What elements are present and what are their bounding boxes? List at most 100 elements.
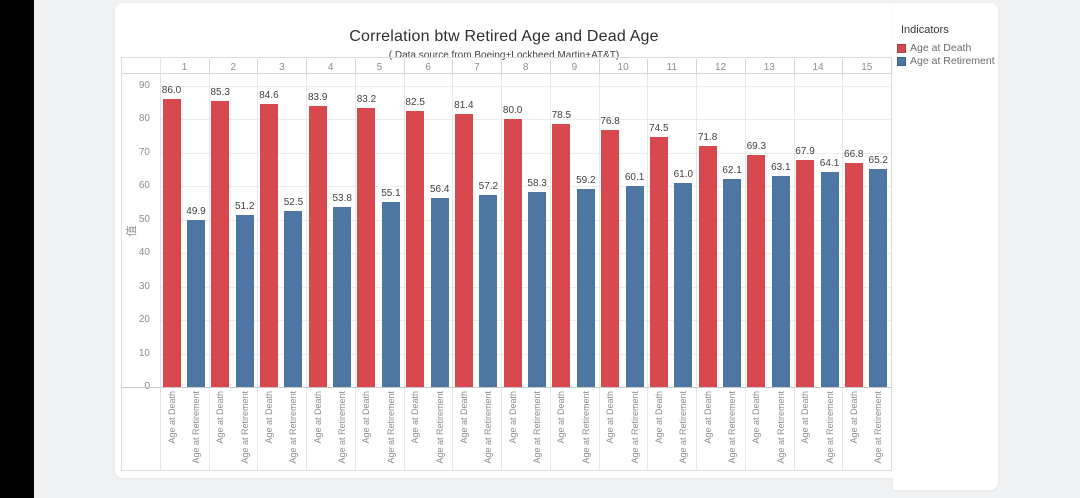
x-category-label: Age at Retirement [871, 391, 885, 470]
column-number: 15 [861, 62, 873, 73]
bar-age-at-death[interactable] [259, 103, 278, 387]
x-category-label-text: Age at Death [312, 391, 323, 444]
x-category-label-text: Age at Death [800, 391, 811, 444]
x-category-label-text: Age at Retirement [434, 391, 445, 464]
gridline [160, 253, 891, 254]
bar-age-at-retirement[interactable] [479, 195, 498, 387]
column-number: 1 [181, 62, 188, 73]
x-category-label: Age at Death [652, 391, 666, 470]
bar-age-at-death[interactable] [211, 101, 230, 387]
bar-age-at-death[interactable] [503, 119, 522, 387]
bar-value-label: 76.8 [600, 115, 620, 127]
legend-item[interactable]: Age at Death [897, 42, 995, 55]
chart-card: Correlation btw Retired Age and Dead Age… [115, 3, 893, 478]
bar-value-label: 84.6 [259, 89, 279, 101]
y-tick-label: 10 [138, 347, 150, 359]
chart-title: Correlation btw Retired Age and Dead Age [349, 28, 659, 45]
x-category-label-text: Age at Death [410, 391, 421, 444]
legend-title: Indicators [901, 24, 949, 36]
bar-age-at-retirement[interactable] [576, 188, 595, 387]
bar-value-label: 58.3 [527, 177, 547, 189]
column-separator [696, 73, 698, 470]
bar-age-at-death[interactable] [454, 114, 473, 387]
x-category-label: Age at Death [701, 391, 715, 470]
x-category-label-text: Age at Retirement [385, 391, 396, 464]
bar-age-at-retirement[interactable] [430, 198, 449, 387]
x-category-label: Age at Retirement [530, 391, 544, 470]
x-category-label-text: Age at Death [166, 391, 177, 444]
y-tick-label: 90 [138, 79, 150, 91]
plot-area: 0102030405060708090123456789101112131415… [115, 3, 893, 478]
chart-subtitle: ( Data source from Boeing+Lockheed Marti… [388, 50, 620, 61]
x-category-label: Age at Retirement [286, 391, 300, 470]
x-category-label: Age at Retirement [238, 391, 252, 470]
gridline [160, 186, 891, 187]
bar-value-label: 78.5 [551, 110, 572, 122]
bar-age-at-retirement[interactable] [333, 206, 352, 387]
column-separator [257, 73, 259, 470]
bar-age-at-death[interactable] [552, 124, 571, 387]
column-number: 6 [425, 62, 431, 73]
bar-age-at-death[interactable] [844, 163, 863, 387]
bar-age-at-retirement[interactable] [235, 215, 254, 387]
column-header-tick [549, 59, 551, 73]
x-category-label: Age at Death [165, 391, 179, 470]
x-category-label-text: Age at Death [848, 391, 859, 444]
bar-value-label: 57.2 [478, 181, 499, 193]
bar-age-at-retirement[interactable] [820, 172, 839, 387]
column-separator [208, 73, 210, 470]
bar-age-at-retirement[interactable] [187, 219, 205, 387]
bar-age-at-death[interactable] [698, 146, 717, 387]
bar-age-at-death[interactable] [162, 98, 181, 387]
bar-value-label: 85.3 [210, 87, 230, 99]
bar-value-label: 83.9 [307, 91, 328, 103]
bar-age-at-death[interactable] [406, 110, 425, 387]
bar-value-label: 61.0 [673, 168, 694, 180]
y-tick-label: 60 [138, 180, 150, 191]
x-category-label: Age at Death [213, 391, 227, 470]
bar-age-at-death[interactable] [357, 108, 376, 387]
bar-value-label: 65.2 [868, 154, 888, 166]
column-separator [647, 73, 649, 470]
y-tick-label: 20 [138, 314, 150, 325]
bar-value-label: 74.5 [649, 123, 669, 135]
x-category-label: Age at Retirement [433, 391, 447, 470]
gridline [160, 85, 891, 87]
bar-value-label: 67.9 [795, 145, 815, 157]
x-category-label: Age at Retirement [579, 391, 593, 470]
bar-age-at-retirement[interactable] [284, 211, 303, 387]
bar-age-at-death[interactable] [308, 105, 327, 387]
bar-age-at-retirement[interactable] [625, 185, 644, 387]
column-separator [793, 73, 795, 470]
x-category-label-text: Age at Retirement [239, 391, 250, 464]
x-category-label: Age at Retirement [725, 391, 739, 470]
x-category-label: Age at Death [408, 391, 422, 470]
bar-age-at-retirement[interactable] [869, 168, 888, 387]
legend-item[interactable]: Age at Retirement [897, 55, 995, 68]
bar-age-at-death[interactable] [747, 154, 766, 387]
x-category-label-text: Age at Death [507, 391, 518, 444]
bar-age-at-retirement[interactable] [771, 175, 790, 387]
column-header-tick [696, 59, 698, 73]
bar-age-at-retirement[interactable] [674, 182, 693, 387]
bar-age-at-retirement[interactable] [723, 178, 742, 387]
column-number: 13 [763, 62, 775, 73]
column-number: 12 [715, 62, 727, 73]
left-black-bar [0, 0, 34, 498]
bar-age-at-death[interactable] [649, 137, 668, 387]
y-tick-label: 40 [138, 247, 150, 258]
bar-age-at-death[interactable] [796, 159, 815, 387]
column-separator [354, 73, 356, 470]
bar-age-at-retirement[interactable] [528, 191, 547, 387]
x-category-label-text: Age at Retirement [629, 391, 640, 464]
column-header-tick [647, 59, 649, 73]
bar-value-label: 69.3 [746, 140, 767, 152]
column-number: 5 [376, 62, 383, 73]
bar-age-at-death[interactable] [601, 129, 620, 387]
bar-age-at-retirement[interactable] [381, 202, 400, 387]
column-separator [403, 73, 405, 470]
column-number: 4 [327, 62, 334, 73]
column-number: 14 [812, 62, 824, 73]
column-header-tick [354, 59, 356, 73]
top-axis-rule [121, 73, 892, 74]
